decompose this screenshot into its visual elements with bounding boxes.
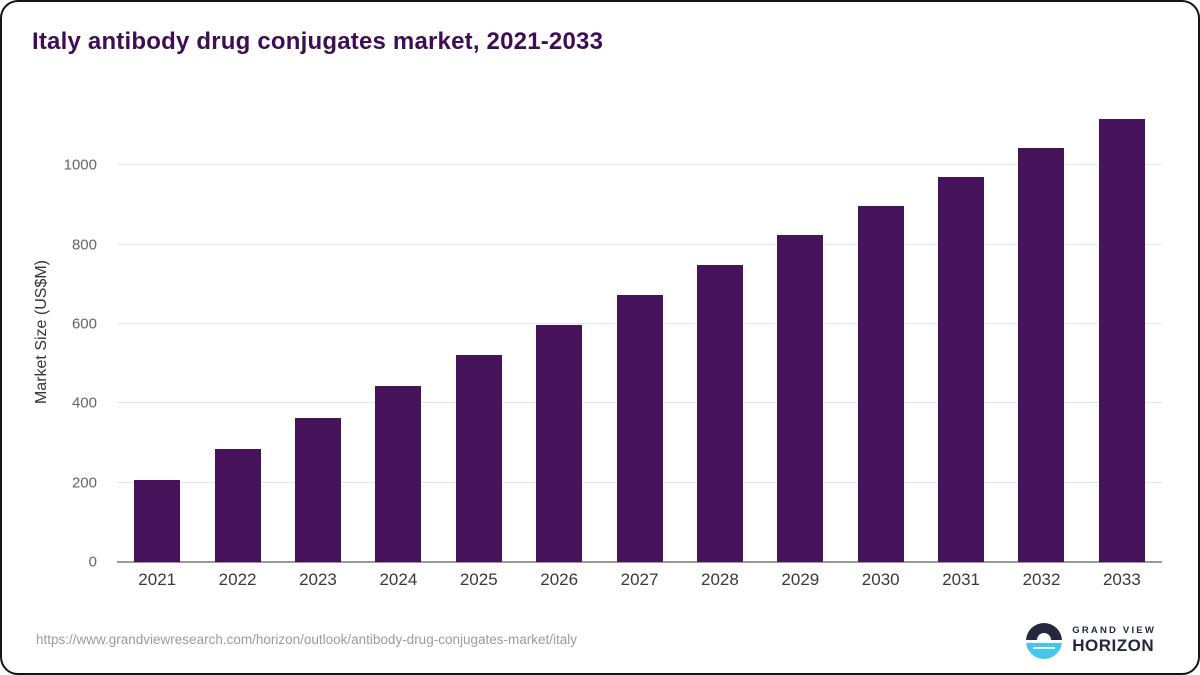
y-tick-label: 1000 xyxy=(63,156,97,174)
x-tick-label: 2031 xyxy=(942,570,981,589)
y-tick-label: 400 xyxy=(71,394,97,412)
horizon-sun-icon xyxy=(1026,623,1063,659)
bar-2021[interactable] xyxy=(134,479,181,562)
brand-logo: GRAND VIEW HORIZON xyxy=(1025,622,1156,660)
x-tick-label: 2029 xyxy=(781,570,820,589)
x-tick-label: 2025 xyxy=(459,570,498,589)
y-tick-label: 800 xyxy=(71,236,97,254)
x-tick-label: 2028 xyxy=(701,570,739,589)
bar-slot xyxy=(358,102,438,562)
bar-2031[interactable] xyxy=(938,176,985,562)
bar-slot xyxy=(841,102,921,562)
bar-slot xyxy=(197,102,277,562)
bar-slot xyxy=(519,102,599,562)
bar-slot xyxy=(760,102,840,562)
bar-2033[interactable] xyxy=(1098,118,1145,562)
plot-area xyxy=(117,102,1162,563)
bar-slot xyxy=(278,102,358,562)
bar-slot xyxy=(921,102,1001,562)
bar-2027[interactable] xyxy=(616,294,663,562)
x-tick-label: 2024 xyxy=(379,570,418,589)
x-labels: 2021 2022 2023 2024 2025 2026 2027 2028 2029 2030… xyxy=(117,570,1162,590)
bar-2026[interactable] xyxy=(536,325,583,562)
source-url: https://www.grandviewresearch.com/horizo… xyxy=(36,632,578,647)
logo-text: GRAND VIEW HORIZON xyxy=(1072,625,1156,655)
gridline xyxy=(117,164,1162,166)
bar-slot xyxy=(1001,102,1081,562)
bar-slot xyxy=(680,102,760,562)
x-tick-label: 2022 xyxy=(218,570,257,589)
y-tick-label: 600 xyxy=(71,315,97,333)
x-tick-label: 2027 xyxy=(620,570,659,589)
bar-slot xyxy=(117,102,197,562)
x-tick-label: 2026 xyxy=(540,570,579,589)
bar-slot xyxy=(599,102,679,562)
bar-slot xyxy=(1082,102,1162,562)
x-tick-label: 2032 xyxy=(1022,570,1061,589)
bar-2023[interactable] xyxy=(294,418,341,562)
bar-2029[interactable] xyxy=(777,235,824,562)
logo-bottom-text: HORIZON xyxy=(1072,635,1155,655)
chart-title: Italy antibody drug conjugates market, 2… xyxy=(32,28,604,55)
y-axis-title: Market Size (US$M) xyxy=(33,259,50,405)
bar-2028[interactable] xyxy=(696,264,743,562)
bar-2032[interactable] xyxy=(1018,148,1065,562)
x-tick-label: 2021 xyxy=(138,570,177,589)
gridline xyxy=(117,243,1162,245)
x-tick-label: 2030 xyxy=(861,570,900,589)
y-tick-label: 200 xyxy=(71,474,97,492)
bar-2022[interactable] xyxy=(214,448,261,562)
logo-top-text: GRAND VIEW xyxy=(1072,625,1156,637)
bar-2030[interactable] xyxy=(857,205,904,562)
bars xyxy=(117,102,1162,562)
bar-2025[interactable] xyxy=(455,355,502,562)
x-tick-label: 2033 xyxy=(1102,570,1141,589)
bar-2024[interactable] xyxy=(375,386,422,562)
y-tick-labels: 0 200 400 600 800 1000 xyxy=(52,102,107,571)
x-tick-label: 2023 xyxy=(299,570,337,589)
bar-slot xyxy=(439,102,519,562)
y-tick-label: 0 xyxy=(88,553,97,571)
